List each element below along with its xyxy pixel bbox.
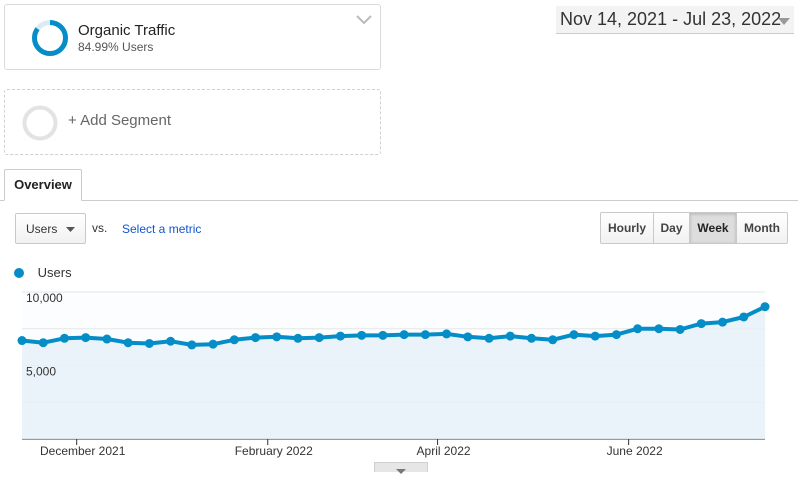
legend-dot-icon bbox=[14, 268, 24, 278]
caret-down-icon bbox=[778, 18, 790, 25]
y-tick-label: 10,000 bbox=[26, 291, 63, 305]
y-tick-label: 5,000 bbox=[26, 365, 56, 379]
data-point[interactable] bbox=[739, 312, 749, 322]
data-point[interactable] bbox=[81, 333, 91, 343]
data-point[interactable] bbox=[166, 336, 176, 346]
data-point[interactable] bbox=[293, 333, 303, 343]
week-button[interactable]: Week bbox=[689, 212, 737, 244]
data-point[interactable] bbox=[272, 332, 282, 342]
data-point[interactable] bbox=[569, 330, 579, 340]
data-point[interactable] bbox=[654, 324, 664, 334]
month-button[interactable]: Month bbox=[736, 212, 788, 244]
vs-label: vs. bbox=[92, 221, 108, 235]
metric-dropdown-label: Users bbox=[26, 222, 58, 236]
users-area-fill bbox=[22, 306, 765, 439]
metric-dropdown[interactable]: Users bbox=[15, 213, 86, 244]
date-range-label: Nov 14, 2021 - Jul 23, 2022 bbox=[560, 9, 782, 29]
data-point[interactable] bbox=[526, 333, 536, 343]
data-point[interactable] bbox=[378, 330, 388, 340]
segment-card-organic-traffic[interactable]: Organic Traffic 84.99% Users bbox=[4, 4, 381, 70]
chart-resize-handle[interactable] bbox=[374, 462, 428, 474]
data-point[interactable] bbox=[144, 338, 154, 348]
data-point[interactable] bbox=[399, 330, 409, 340]
data-point[interactable] bbox=[335, 331, 345, 341]
data-point[interactable] bbox=[59, 333, 69, 343]
segment-title: Organic Traffic bbox=[78, 22, 176, 39]
add-segment-card[interactable]: + Add Segment bbox=[4, 89, 381, 155]
chevron-down-icon[interactable] bbox=[356, 15, 372, 25]
chart-legend: Users bbox=[14, 265, 72, 280]
x-tick-label: February 2022 bbox=[235, 444, 313, 458]
data-point[interactable] bbox=[442, 329, 452, 339]
tab-overview[interactable]: Overview bbox=[4, 169, 82, 201]
data-point[interactable] bbox=[229, 335, 239, 345]
segment-subtitle: 84.99% Users bbox=[78, 40, 154, 54]
day-button[interactable]: Day bbox=[653, 212, 690, 244]
data-point[interactable] bbox=[38, 338, 48, 348]
caret-down-icon bbox=[66, 227, 75, 232]
data-point[interactable] bbox=[357, 330, 367, 340]
data-point[interactable] bbox=[420, 330, 430, 340]
data-point[interactable] bbox=[718, 317, 728, 327]
segment-donut-icon bbox=[32, 20, 68, 56]
users-line-chart: 10,000 5,000 December 2021 February 2022 Apr… bbox=[17, 291, 770, 458]
empty-segment-ring-icon bbox=[22, 105, 58, 141]
legend-label: Users bbox=[37, 265, 72, 280]
x-tick-label: April 2022 bbox=[417, 444, 471, 458]
data-point[interactable] bbox=[251, 333, 261, 343]
data-point[interactable] bbox=[208, 339, 218, 349]
select-metric-link[interactable]: Select a metric bbox=[122, 222, 202, 236]
x-tick-label: December 2021 bbox=[40, 444, 126, 458]
x-tick-label: June 2022 bbox=[607, 444, 663, 458]
data-point[interactable] bbox=[17, 336, 27, 346]
data-point[interactable] bbox=[760, 302, 770, 312]
date-range-picker[interactable]: Nov 14, 2021 - Jul 23, 2022 bbox=[556, 6, 794, 34]
add-segment-label: + Add Segment bbox=[68, 112, 171, 129]
data-point[interactable] bbox=[102, 334, 112, 344]
data-point[interactable] bbox=[590, 331, 600, 341]
granularity-toggle: Hourly Day Week Month bbox=[600, 212, 788, 244]
data-point[interactable] bbox=[675, 324, 685, 334]
data-point[interactable] bbox=[633, 324, 643, 334]
data-point[interactable] bbox=[505, 331, 515, 341]
data-point[interactable] bbox=[463, 332, 473, 342]
data-point[interactable] bbox=[611, 330, 621, 340]
data-point[interactable] bbox=[484, 333, 494, 343]
data-point[interactable] bbox=[314, 333, 324, 343]
data-point[interactable] bbox=[187, 340, 197, 350]
data-point[interactable] bbox=[548, 335, 558, 345]
hourly-button[interactable]: Hourly bbox=[600, 212, 654, 244]
data-point[interactable] bbox=[123, 338, 133, 348]
tab-divider bbox=[0, 200, 798, 201]
data-point[interactable] bbox=[696, 319, 706, 329]
